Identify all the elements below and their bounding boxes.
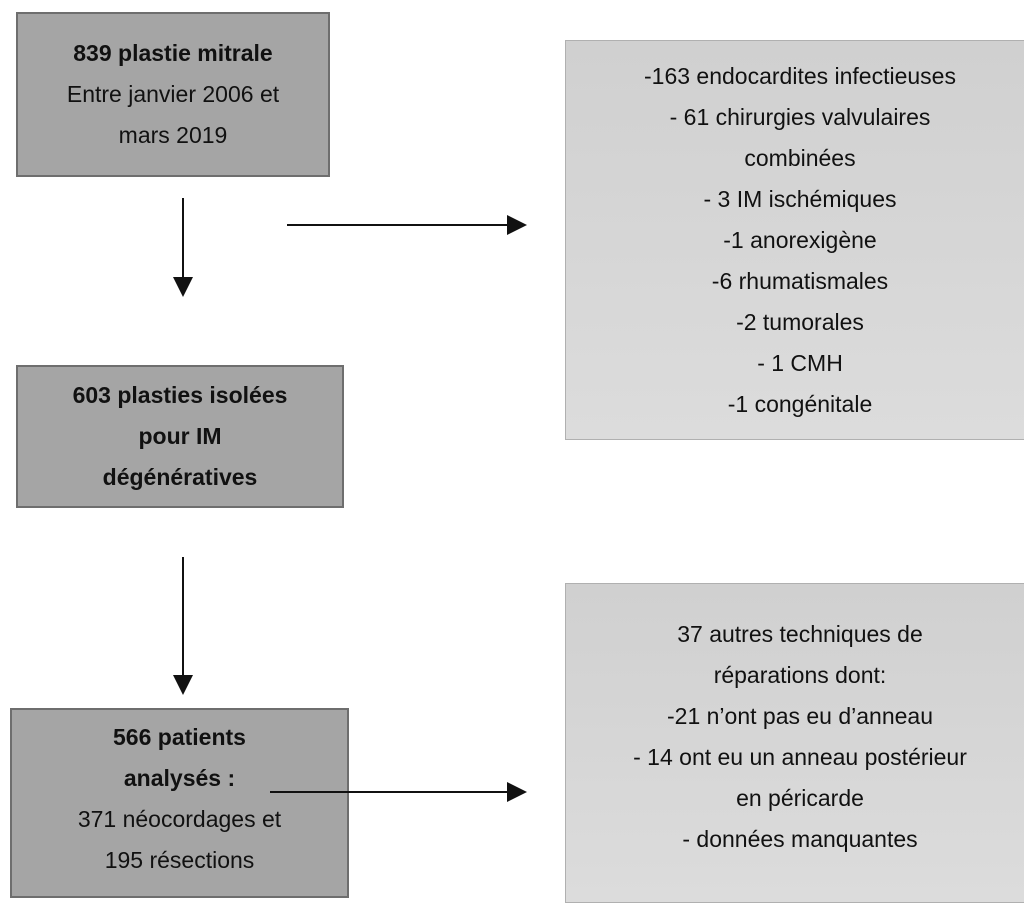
text-line: 195 résections bbox=[104, 847, 255, 873]
text-line: mars 2019 bbox=[118, 122, 228, 148]
text-line: - 1 CMH bbox=[757, 349, 843, 376]
node: 839 plastie mitrale Entre janvier 2006 et… bbox=[16, 12, 330, 177]
text-line: analysés : bbox=[123, 765, 236, 791]
text-line: -1 congénitale bbox=[727, 390, 873, 417]
text-line: réparations dont: bbox=[713, 662, 887, 688]
text-line: 37 autres techniques de bbox=[677, 621, 923, 647]
text-line: - données manquantes bbox=[682, 826, 918, 852]
text-line: -21 n’ont pas eu d’anneau bbox=[667, 703, 933, 729]
text-line: 839 plastie mitrale bbox=[73, 40, 273, 66]
node: 566 patients analysés : 371 néocordages et… bbox=[10, 708, 349, 898]
node: 603 plasties isolées pour IM dégénératives bbox=[16, 365, 344, 508]
text-line: Entre janvier 2006 et bbox=[66, 81, 280, 107]
text-line: combinées bbox=[744, 144, 856, 171]
text-line: - 14 ont eu un anneau postérieur bbox=[633, 744, 967, 770]
text-line: 371 néocordages et bbox=[77, 806, 282, 832]
text-line: -163 endocardites infectieuses bbox=[644, 62, 956, 89]
text-line: dégénératives bbox=[102, 464, 258, 490]
text-line: - 3 IM ischémiques bbox=[703, 185, 897, 212]
text-line: 603 plasties isolées bbox=[72, 382, 288, 408]
exclusion-box: 37 autres techniques de réparations dont:… bbox=[565, 583, 1024, 903]
text-line: -6 rhumatismales bbox=[711, 267, 889, 294]
text-line: -2 tumorales bbox=[736, 308, 864, 335]
text-line: pour IM bbox=[138, 423, 222, 449]
text-line: -1 anorexigène bbox=[723, 226, 877, 253]
text-line: - 61 chirurgies valvulaires bbox=[669, 103, 931, 130]
text-line: 566 patients bbox=[113, 724, 246, 750]
exclusion-box: -163 endocardites infectieuses - 61 chiru… bbox=[565, 40, 1024, 440]
text-line: en péricarde bbox=[736, 785, 864, 811]
